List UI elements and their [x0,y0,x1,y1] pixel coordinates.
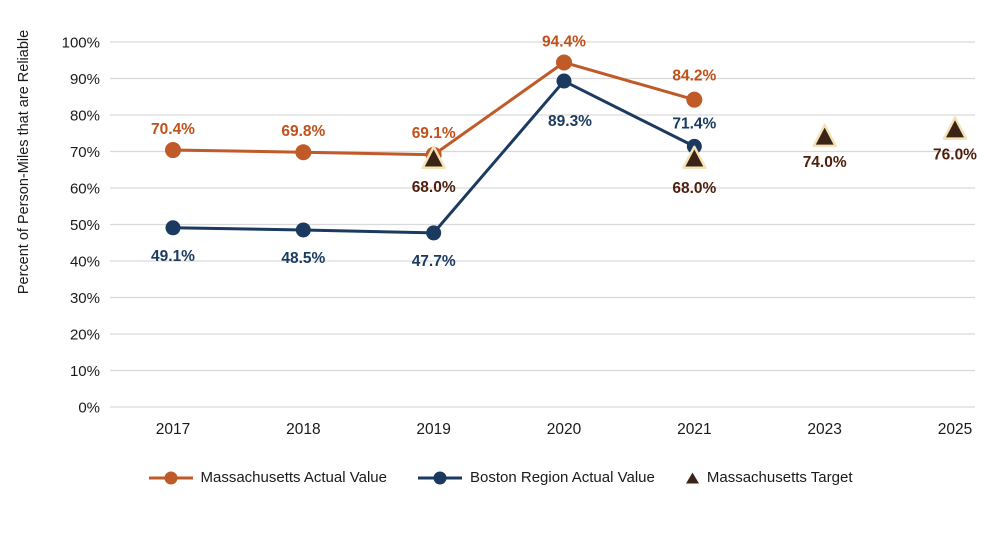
legend-item-massachusetts-actual-value: Massachusetts Actual Value [148,469,388,486]
x-tick-label: 2017 [156,421,190,438]
data-label-massachusetts-actual-value: 84.2% [672,68,716,85]
y-tick-label: 40% [70,254,100,271]
y-tick-label: 60% [70,181,100,198]
legend-item-boston-region-actual-value: Boston Region Actual Value [417,469,655,486]
y-tick-label: 20% [70,327,100,344]
data-label-massachusetts-actual-value: 69.8% [281,123,325,140]
x-tick-label: 2020 [547,421,582,438]
data-point-massachusetts-actual-value [556,54,572,71]
data-label-massachusetts-actual-value: 70.4% [151,121,195,138]
legend-label: Massachusetts Actual Value [200,469,388,486]
data-label-boston-region-actual-value: 47.7% [412,253,456,270]
chart-plot-area: 0% 10% 20% 30% 40% 50% 60% 70% 80% 90% 100% Percent… [16,30,977,438]
target-marker-massachusetts-target [421,145,446,170]
data-point-boston-region-actual-value [556,73,572,89]
y-tick-label: 100% [62,35,100,52]
data-label-massachusetts-target: 74.0% [803,154,847,171]
data-label-boston-region-actual-value: 49.1% [151,248,195,265]
data-label-massachusetts-target: 68.0% [672,180,716,197]
data-point-boston-region-actual-value [295,222,311,238]
data-point-massachusetts-actual-value [686,91,703,108]
data-label-massachusetts-actual-value: 94.4% [542,33,586,50]
data-label-boston-region-actual-value: 71.4% [672,115,716,132]
data-label-boston-region-actual-value: 48.5% [281,250,325,267]
data-point-boston-region-actual-value [426,225,442,241]
legend-item-massachusetts-target: Massachusetts Target [685,469,853,486]
target-marker-massachusetts-target [682,145,707,170]
data-point-boston-region-actual-value [165,220,181,236]
x-tick-label: 2021 [677,421,711,438]
data-label-massachusetts-target: 76.0% [933,147,977,164]
data-point-massachusetts-actual-value [165,142,181,159]
x-tick-label: 2025 [938,421,972,438]
y-tick-label: 10% [70,363,100,380]
y-tick-label: 0% [78,400,100,417]
x-tick-label: 2023 [807,421,841,438]
legend-label: Massachusetts Target [706,469,853,486]
line-circle-marker-icon [418,471,462,484]
y-tick-label: 90% [70,71,100,88]
x-tick-label: 2018 [286,421,320,438]
legend-label: Boston Region Actual Value [470,469,655,486]
data-label-massachusetts-actual-value: 69.1% [412,125,456,142]
data-point-massachusetts-actual-value [295,144,312,161]
data-label-massachusetts-target: 68.0% [412,179,456,196]
y-axis-title: Percent of Person-Miles that are Reliabl… [16,30,32,294]
target-marker-massachusetts-target [942,116,968,140]
line-circle-marker-icon [148,471,193,484]
y-tick-label: 30% [70,290,100,307]
x-tick-label: 2019 [416,421,450,438]
chart-legend: Massachusetts Actual Value Boston Region… [0,469,1000,486]
triangle-marker-icon [685,472,699,483]
y-tick-label: 50% [70,217,100,234]
y-tick-label: 70% [70,144,100,161]
y-tick-label: 80% [70,108,100,125]
data-label-boston-region-actual-value: 89.3% [548,113,592,130]
target-marker-massachusetts-target [812,123,837,148]
